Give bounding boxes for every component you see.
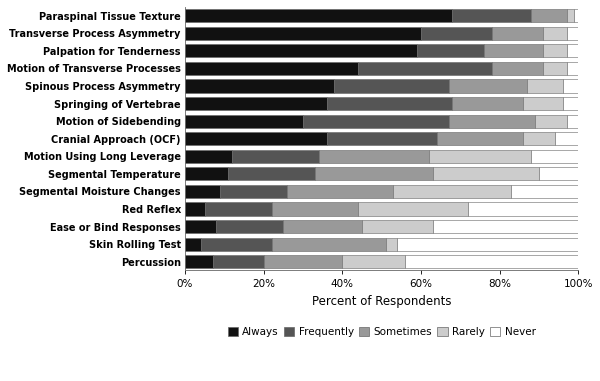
Bar <box>421 27 492 40</box>
Bar <box>185 27 421 40</box>
Bar <box>362 220 433 233</box>
Bar <box>492 62 543 75</box>
Bar <box>185 167 228 181</box>
X-axis label: Percent of Respondents: Percent of Respondents <box>312 295 451 308</box>
Bar <box>217 220 283 233</box>
Bar <box>272 202 358 216</box>
Bar <box>232 150 319 163</box>
Bar <box>437 132 523 145</box>
Bar <box>543 44 566 58</box>
Bar <box>452 97 523 110</box>
Bar <box>543 27 566 40</box>
Bar <box>563 97 578 110</box>
Bar <box>185 44 417 58</box>
Bar <box>566 27 578 40</box>
Bar <box>185 202 205 216</box>
Bar <box>563 79 578 93</box>
Bar <box>574 9 578 22</box>
Bar <box>397 237 578 251</box>
Bar <box>220 185 287 198</box>
Bar <box>543 62 566 75</box>
Bar <box>315 167 433 181</box>
Bar <box>185 132 326 145</box>
Bar <box>531 150 578 163</box>
Bar <box>185 150 232 163</box>
Bar <box>185 97 326 110</box>
Bar <box>185 185 220 198</box>
Bar <box>484 44 543 58</box>
Bar <box>287 185 394 198</box>
Bar <box>228 167 315 181</box>
Bar <box>394 185 511 198</box>
Bar <box>185 255 212 268</box>
Bar <box>449 115 535 128</box>
Bar <box>449 79 527 93</box>
Bar <box>566 44 578 58</box>
Bar <box>566 9 574 22</box>
Bar <box>358 202 468 216</box>
Bar <box>523 97 563 110</box>
Bar <box>386 237 397 251</box>
Bar <box>539 167 578 181</box>
Bar <box>205 202 272 216</box>
Bar <box>405 255 578 268</box>
Bar <box>429 150 531 163</box>
Bar <box>185 79 334 93</box>
Bar <box>212 255 263 268</box>
Bar <box>527 79 563 93</box>
Bar <box>319 150 429 163</box>
Bar <box>326 97 452 110</box>
Bar <box>468 202 578 216</box>
Bar <box>185 62 358 75</box>
Bar <box>492 27 543 40</box>
Bar <box>566 115 578 128</box>
Bar <box>283 220 362 233</box>
Bar <box>452 9 531 22</box>
Bar <box>185 115 303 128</box>
Bar <box>555 132 578 145</box>
Bar <box>334 79 449 93</box>
Bar <box>185 220 217 233</box>
Bar <box>433 167 539 181</box>
Bar <box>531 9 566 22</box>
Bar <box>185 9 452 22</box>
Bar <box>303 115 449 128</box>
Bar <box>535 115 566 128</box>
Bar <box>326 132 437 145</box>
Bar <box>263 255 343 268</box>
Bar <box>433 220 578 233</box>
Bar <box>511 185 578 198</box>
Bar <box>523 132 555 145</box>
Legend: Always, Frequently, Sometimes, Rarely, Never: Always, Frequently, Sometimes, Rarely, N… <box>226 325 538 339</box>
Bar <box>185 237 201 251</box>
Bar <box>343 255 405 268</box>
Bar <box>358 62 492 75</box>
Bar <box>417 44 484 58</box>
Bar <box>566 62 578 75</box>
Bar <box>272 237 386 251</box>
Bar <box>201 237 272 251</box>
